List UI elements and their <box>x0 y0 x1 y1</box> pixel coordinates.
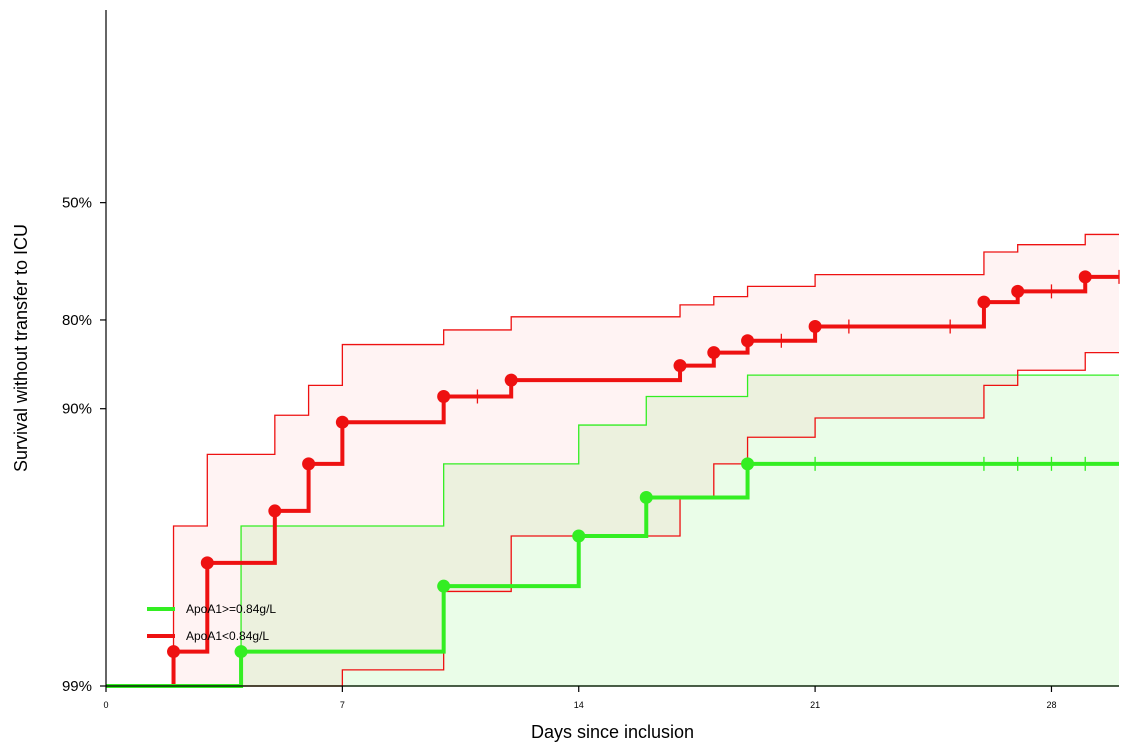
event-point-series-1-1 <box>200 556 214 570</box>
confidence-bands <box>106 234 1119 686</box>
y-tick-label-2: 80% <box>62 312 92 329</box>
x-axis-title: Days since inclusion <box>531 722 694 742</box>
x-tick-label-0: 0 <box>103 700 108 710</box>
y-axis-title: Survival without transfer to ICU <box>11 224 31 472</box>
x-tick-label-3: 21 <box>810 700 820 710</box>
ci-lower-line-series-1 <box>106 233 1119 687</box>
axes <box>105 10 1119 687</box>
event-point-series-0-2 <box>572 529 586 543</box>
event-point-series-1-10 <box>808 320 822 334</box>
x-tick-label-1: 7 <box>340 700 345 710</box>
event-point-series-1-4 <box>335 415 349 429</box>
event-point-series-0-4 <box>741 457 755 471</box>
event-point-series-1-0 <box>167 645 181 659</box>
event-point-series-0-3 <box>639 490 653 504</box>
x-tick-label-2: 14 <box>574 700 584 710</box>
event-markers <box>167 269 1120 659</box>
legend: ApoA1>=0.84g/L ApoA1<0.84g/L <box>147 602 276 643</box>
legend-label-series-1: ApoA1<0.84g/L <box>186 629 269 643</box>
event-point-series-1-13 <box>1078 270 1092 284</box>
event-point-series-1-5 <box>437 389 451 403</box>
event-point-series-0-0 <box>234 645 248 659</box>
ci-band-series-0 <box>106 375 1119 686</box>
event-point-series-1-9 <box>741 334 755 348</box>
y-ticks: 99% 90% 80% 50% <box>62 195 106 695</box>
y-tick-label-1: 90% <box>62 401 92 418</box>
ci-band-series-1 <box>106 234 1119 686</box>
event-point-series-1-12 <box>1011 284 1025 298</box>
legend-label-series-0: ApoA1>=0.84g/L <box>186 602 276 616</box>
y-tick-label-3: 50% <box>62 195 92 212</box>
event-point-series-1-6 <box>504 373 518 387</box>
event-point-series-0-1 <box>437 579 451 593</box>
event-point-series-1-7 <box>673 359 687 373</box>
ci-upper-line-series-1 <box>106 351 1119 687</box>
ci-lower-line-series-0 <box>106 374 1119 687</box>
event-point-series-1-11 <box>977 295 991 309</box>
y-tick-label-0: 99% <box>62 678 92 695</box>
x-tick-label-4: 28 <box>1046 700 1056 710</box>
x-ticks: 0 7 14 21 28 <box>103 686 1056 710</box>
event-point-series-1-8 <box>707 346 721 360</box>
event-point-series-1-3 <box>302 457 316 471</box>
event-point-series-1-2 <box>268 504 282 518</box>
